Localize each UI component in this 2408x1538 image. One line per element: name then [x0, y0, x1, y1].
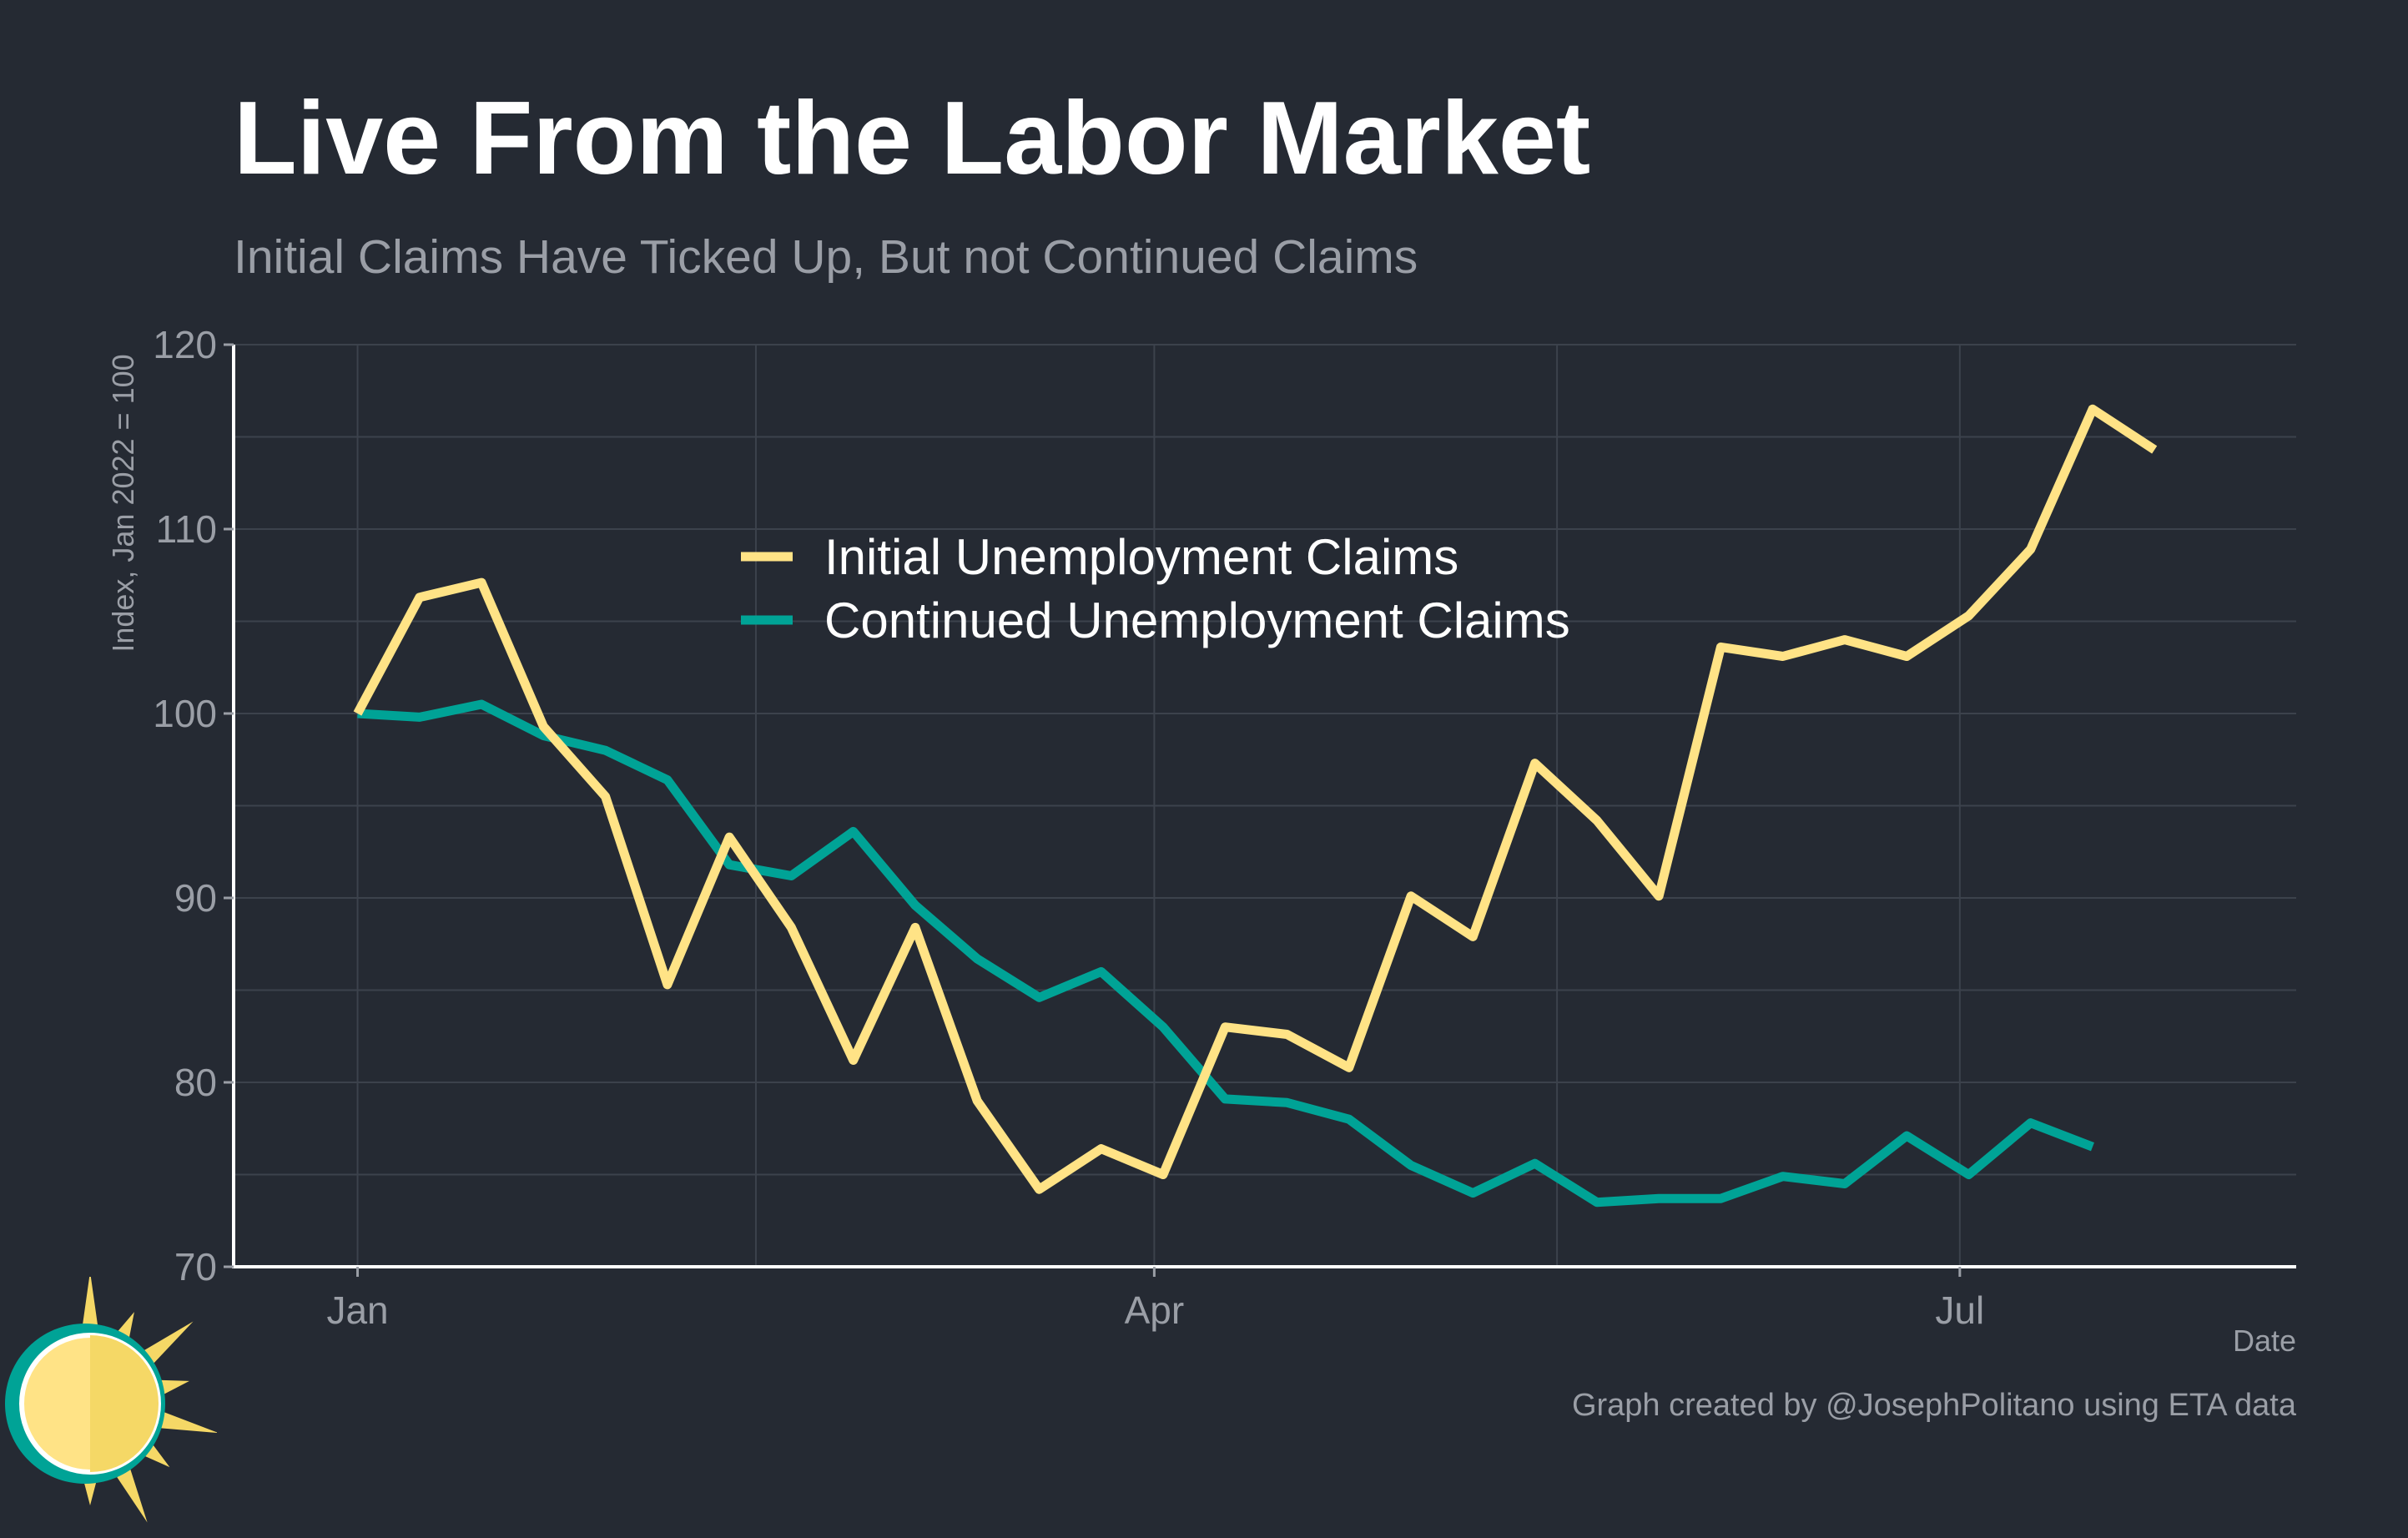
- sun-icon: [5, 1277, 217, 1523]
- y-axis-title: Index, Jan 2022 = 100: [106, 354, 140, 652]
- x-tick-label: Jul: [1935, 1288, 1984, 1332]
- y-tick-label: 80: [174, 1061, 217, 1104]
- legend: Initial Unemployment Claims Continued Un…: [741, 529, 1570, 648]
- series-line-initial-claims: [353, 404, 2158, 1194]
- x-axis-title: Date: [2233, 1324, 2296, 1358]
- x-tick-label: Jan: [326, 1288, 388, 1332]
- chart-title: Live From the Labor Market: [234, 81, 1591, 196]
- series-line-continued-claims: [357, 699, 2094, 1208]
- y-tick-label: 100: [153, 692, 217, 735]
- y-tick-label: 70: [174, 1245, 217, 1288]
- legend-label-initial: Initial Unemployment Claims: [824, 529, 1458, 585]
- sun-ray: [80, 1277, 100, 1338]
- chart-subtitle: Initial Claims Have Ticked Up, But not C…: [234, 230, 1418, 284]
- sun-shade: [90, 1335, 159, 1472]
- legend-label-continued: Continued Unemployment Claims: [824, 593, 1570, 648]
- series: [353, 404, 2158, 1208]
- axes: 70 80 90 100 110 120 Jan Apr Jul: [153, 323, 2296, 1332]
- x-tick-label: Apr: [1125, 1288, 1185, 1332]
- sun-ray: [152, 1409, 217, 1433]
- credit-line: Graph created by @JosephPolitano using E…: [1571, 1388, 2296, 1423]
- y-tick-label: 120: [153, 323, 217, 366]
- y-tick-label: 90: [174, 876, 217, 920]
- grid: [234, 344, 2296, 1267]
- y-tick-label: 110: [156, 507, 217, 551]
